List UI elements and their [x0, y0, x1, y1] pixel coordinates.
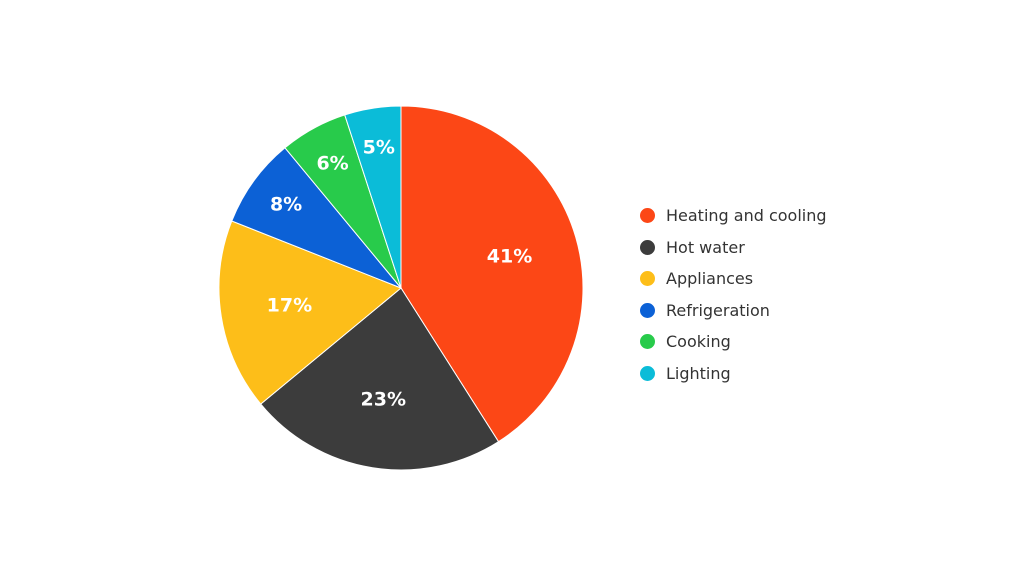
pie-slice-lighting	[344, 105, 402, 289]
legend-item-appliances: Appliances	[640, 263, 880, 295]
legend-swatch	[640, 208, 655, 224]
pie-slice-hot-water	[260, 287, 500, 471]
slice-value-label: 6%	[316, 153, 348, 175]
chart-legend: Heating and cooling Hot water Appliances…	[640, 200, 880, 389]
legend-item-hot-water: Hot water	[640, 232, 880, 264]
legend-label: Cooking	[666, 332, 731, 352]
legend-item-lighting: Lighting	[640, 358, 880, 390]
legend-item-refrigeration: Refrigeration	[640, 295, 880, 327]
pie-slice-refrigeration	[231, 147, 402, 289]
legend-label: Hot water	[666, 237, 745, 257]
slice-value-label: 8%	[270, 194, 302, 216]
legend-swatch	[640, 239, 655, 255]
legend-swatch	[640, 365, 655, 381]
pie-slice-heating-and-cooling	[400, 105, 584, 443]
legend-label: Refrigeration	[666, 300, 770, 320]
slice-value-label: 41%	[487, 246, 532, 268]
legend-label: Appliances	[666, 269, 754, 289]
pie-slices	[218, 105, 584, 471]
legend-item-cooking: Cooking	[640, 326, 880, 358]
legend-swatch	[640, 271, 655, 287]
slice-labels: 41% 23% 17% 8% 6% 5%	[267, 137, 533, 411]
slice-value-label: 5%	[363, 137, 395, 159]
legend-swatch	[640, 302, 655, 318]
slice-value-label: 17%	[267, 295, 312, 317]
slice-value-label: 23%	[361, 389, 406, 411]
legend-item-heating-and-cooling: Heating and cooling	[640, 200, 880, 232]
pie-slice-appliances	[218, 220, 402, 405]
legend-label: Heating and cooling	[666, 206, 827, 226]
legend-label: Lighting	[666, 363, 731, 383]
legend-swatch	[640, 334, 655, 350]
